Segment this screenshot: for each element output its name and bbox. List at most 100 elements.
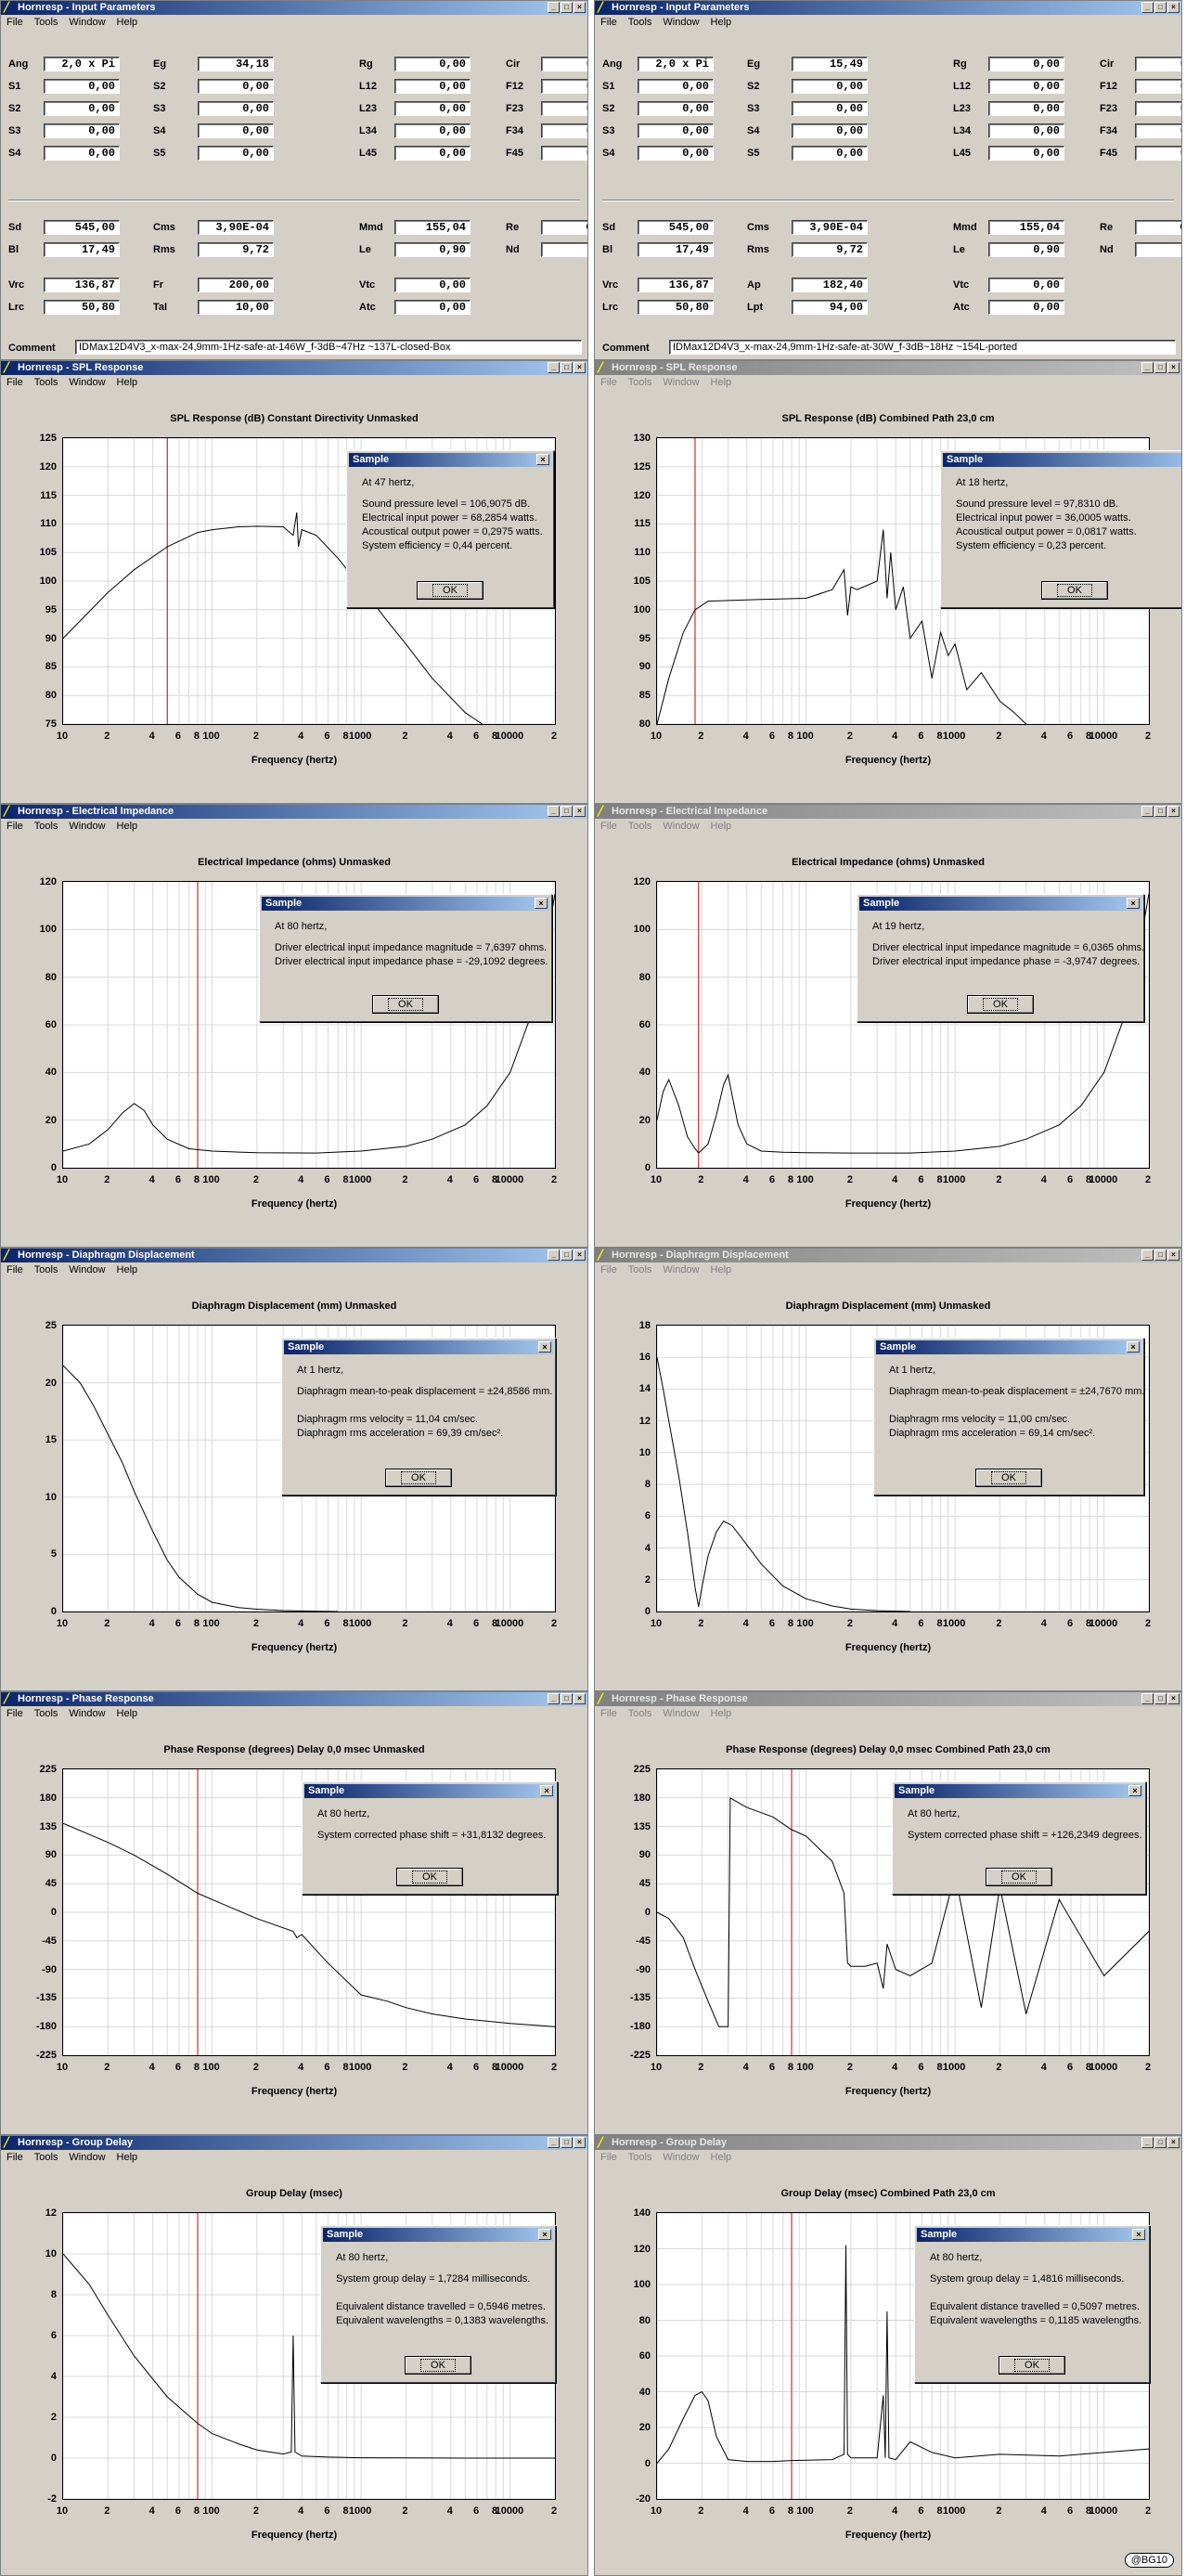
maximize-icon[interactable]: □ [561,1249,573,1261]
menu-file[interactable]: File [600,377,617,388]
param-field[interactable]: 2,0 x Pi [638,57,714,71]
menu-window[interactable]: Window [663,2152,700,2163]
menu-file[interactable]: File [600,1708,617,1719]
param-field[interactable]: 17,49 [638,242,714,257]
param-field[interactable]: 0,00 [792,146,868,161]
menu-file[interactable]: File [6,17,23,28]
maximize-icon[interactable]: □ [561,2137,573,2148]
close-icon[interactable]: × [574,362,586,373]
close-icon[interactable]: × [574,806,586,817]
ok-button[interactable]: OK [417,581,483,600]
param-field[interactable]: 0,00 [394,300,471,315]
param-field[interactable]: 0,00 [198,101,274,116]
param-field[interactable]: 0,00 [988,101,1064,116]
close-icon[interactable]: × [535,898,548,909]
param-field[interactable]: 0,00 [541,146,587,161]
maximize-icon[interactable]: □ [1154,362,1167,373]
param-field[interactable]: 3,90E-04 [792,220,868,235]
param-field[interactable]: 0,00 [394,57,471,71]
close-icon[interactable]: × [1167,362,1180,373]
close-icon[interactable]: × [536,454,549,465]
param-field[interactable]: 0,00 [988,79,1064,94]
minimize-icon[interactable]: _ [548,806,560,817]
minimize-icon[interactable]: _ [548,2,560,13]
param-field[interactable]: 0,00 [1135,123,1181,138]
minimize-icon[interactable]: _ [548,2137,560,2148]
maximize-icon[interactable]: □ [1154,2137,1167,2148]
chart-titlebar[interactable]: ╱ Hornresp - Diaphragm Displacement _ □ × [595,1249,1181,1262]
param-field[interactable]: 0,00 [541,79,587,94]
close-icon[interactable]: × [1128,1785,1141,1796]
minimize-icon[interactable]: _ [548,1693,560,1704]
menu-tools[interactable]: Tools [627,377,652,388]
maximize-icon[interactable]: □ [561,362,573,373]
menu-window[interactable]: Window [69,2152,106,2163]
param-field[interactable]: 0,90 [988,242,1064,257]
menu-tools[interactable]: Tools [33,1708,58,1719]
param-field[interactable]: 0,00 [394,278,471,292]
chart-titlebar[interactable]: ╱ Hornresp - Phase Response _ □ × [1,1692,587,1706]
menu-help[interactable]: Help [116,2152,138,2163]
maximize-icon[interactable]: □ [1154,2,1167,13]
param-field[interactable]: 1 [1135,242,1181,257]
menu-help[interactable]: Help [710,17,732,28]
param-field[interactable]: 94,00 [792,300,868,315]
close-icon[interactable]: × [1167,806,1180,817]
param-field[interactable]: 0,00 [394,123,471,138]
menu-tools[interactable]: Tools [33,2152,58,2163]
chart-titlebar[interactable]: ╱ Hornresp - Diaphragm Displacement _ □ × [1,1249,587,1262]
param-field[interactable]: 0,00 [198,146,274,161]
comment-field[interactable]: IDMax12D4V3_x-max-24,9mm-1Hz-safe-at-30W… [669,340,1176,355]
close-icon[interactable]: × [1167,2137,1180,2148]
close-icon[interactable]: × [1167,1693,1180,1704]
maximize-icon[interactable]: □ [561,806,573,817]
menu-window[interactable]: Window [69,1264,106,1275]
param-field[interactable]: 0,00 [988,278,1064,292]
chart-titlebar[interactable]: ╱ Hornresp - SPL Response _ □ × [595,361,1181,375]
menu-help[interactable]: Help [116,17,138,28]
ok-button[interactable]: OK [385,1469,452,1487]
ok-button[interactable]: OK [1041,581,1108,600]
chart-titlebar[interactable]: ╱ Hornresp - Group Delay _ □ × [1,2136,587,2150]
menu-help[interactable]: Help [710,2152,732,2163]
comment-field[interactable]: IDMax12D4V3_x-max-24,9mm-1Hz-safe-at-146… [75,340,582,355]
close-icon[interactable]: × [1167,1249,1180,1261]
param-field[interactable]: 10,00 [198,300,274,315]
ok-button[interactable]: OK [405,2356,471,2375]
param-field[interactable]: 0,00 [394,101,471,116]
input-parameters-titlebar[interactable]: ╱ Hornresp - Input Parameters _ □ × [595,1,1181,15]
menu-window[interactable]: Window [69,17,106,28]
ok-button[interactable]: OK [967,995,1034,1014]
param-field[interactable]: 0,00 [541,57,587,71]
param-field[interactable]: 0,00 [394,79,471,94]
param-field[interactable]: 545,00 [638,220,714,235]
param-field[interactable]: 182,40 [792,278,868,292]
param-field[interactable]: 545,00 [44,220,120,235]
param-field[interactable]: 0,00 [44,123,120,138]
menu-tools[interactable]: Tools [33,377,58,388]
param-field[interactable]: 136,87 [638,278,714,292]
menu-file[interactable]: File [600,821,617,832]
param-field[interactable]: 1 [541,242,587,257]
param-field[interactable]: 0,00 [792,123,868,138]
param-field[interactable]: 9,72 [198,242,274,257]
ok-button[interactable]: OK [975,1469,1042,1487]
maximize-icon[interactable]: □ [561,1693,573,1704]
param-field[interactable]: 0,00 [988,57,1064,71]
input-parameters-titlebar[interactable]: ╱ Hornresp - Input Parameters _ □ × [1,1,587,15]
param-field[interactable]: 0,00 [988,123,1064,138]
param-field[interactable]: 6,00 [541,220,587,235]
menu-window[interactable]: Window [663,17,700,28]
menu-tools[interactable]: Tools [33,17,58,28]
maximize-icon[interactable]: □ [1154,1249,1167,1261]
param-field[interactable]: 0,00 [792,79,868,94]
menu-tools[interactable]: Tools [33,821,58,832]
close-icon[interactable]: × [1167,2,1180,13]
param-field[interactable]: 0,90 [394,242,471,257]
param-field[interactable]: 2,0 x Pi [44,57,120,71]
param-field[interactable]: 155,04 [394,220,471,235]
menu-window[interactable]: Window [663,821,700,832]
param-field[interactable]: 0,00 [792,101,868,116]
menu-file[interactable]: File [600,1264,617,1275]
close-icon[interactable]: × [574,1249,586,1261]
